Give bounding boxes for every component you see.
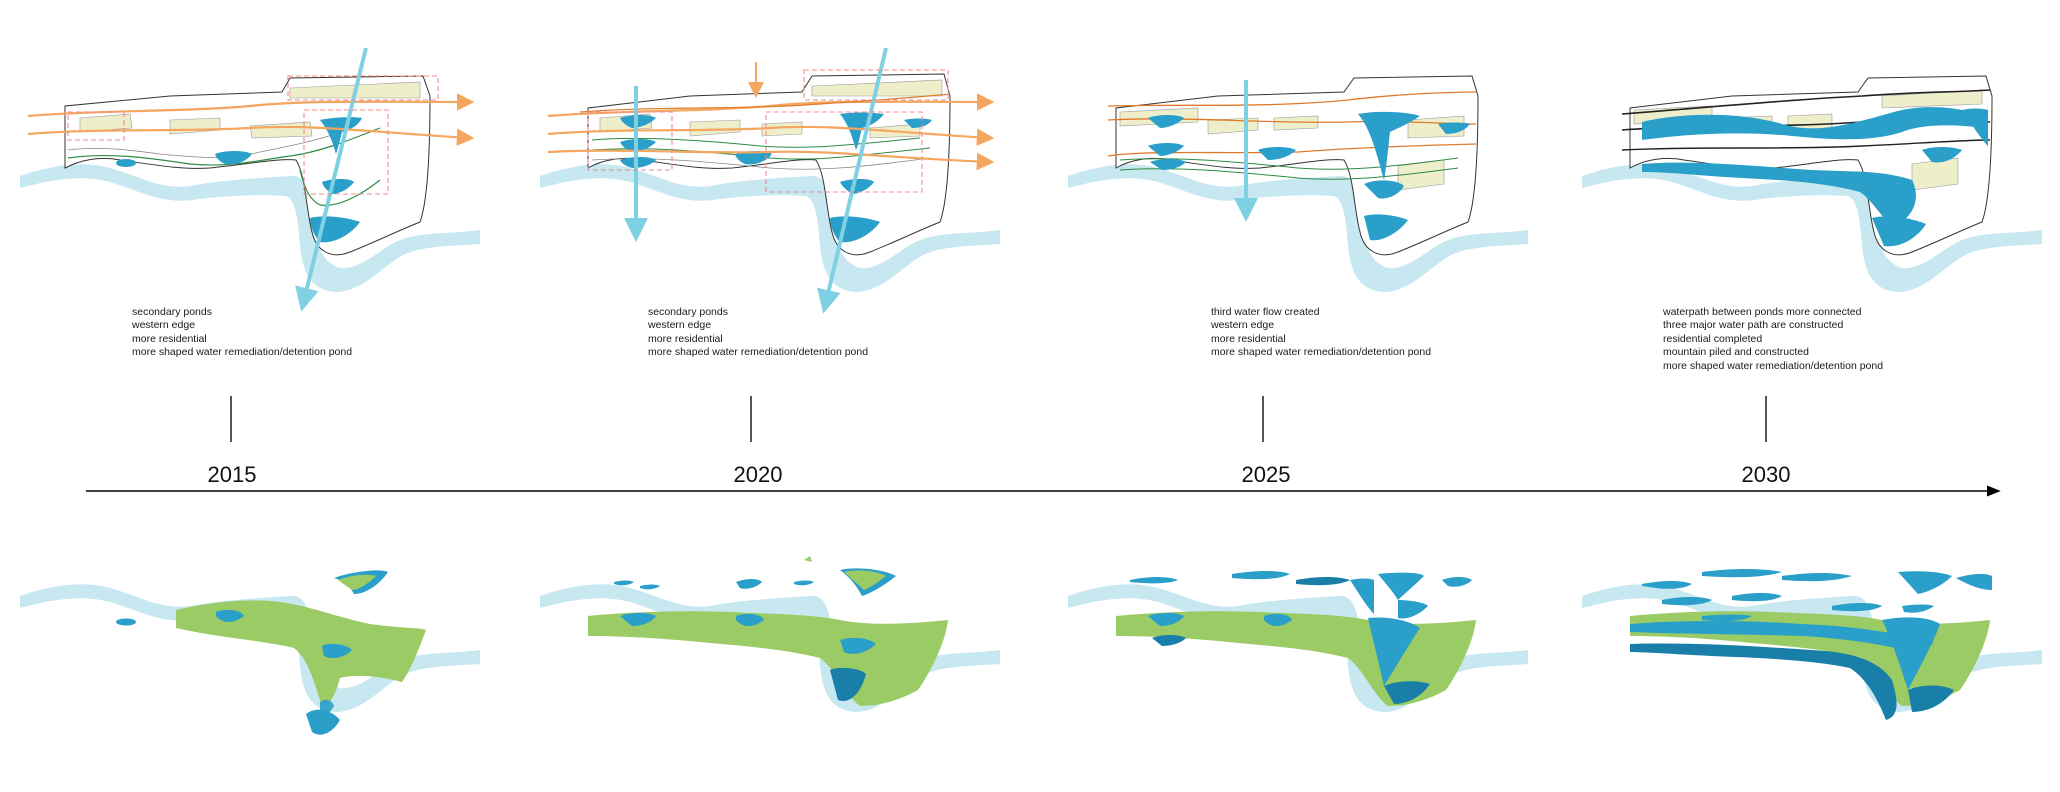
tick-2025 <box>1262 396 1264 442</box>
plan-2030 <box>1582 75 2042 292</box>
notes-2015: secondary ponds western edge more reside… <box>132 306 352 360</box>
note-line: secondary ponds <box>132 306 212 318</box>
notes-2030: waterpath between ponds more connected t… <box>1663 306 1883 373</box>
note-line: more shaped water remediation/detention … <box>1211 346 1432 359</box>
plan-2025 <box>1068 75 1528 292</box>
notes-2020: secondary ponds western edge more reside… <box>648 306 868 360</box>
note-line: residential completed <box>1663 332 1763 345</box>
year-label-2015: 2015 <box>207 462 257 487</box>
year-label-2020: 2020 <box>733 462 783 487</box>
note-line: three major water path are constructed <box>1663 319 1844 332</box>
note-line: third water flow created <box>1211 306 1320 318</box>
notes-2025: third water flow created western edge mo… <box>1211 306 1431 360</box>
note-line: more residential <box>132 332 207 345</box>
note-line: western edge <box>648 319 712 332</box>
note-line: mountain piled and constructed <box>1663 346 1809 359</box>
year-label-2030: 2030 <box>1741 462 1791 487</box>
wetland-2030 <box>1582 569 2042 720</box>
wetland-2025 <box>1068 571 1528 712</box>
wetland-2015 <box>20 570 480 735</box>
note-line: western edge <box>1211 319 1275 332</box>
tick-2030 <box>1765 396 1767 442</box>
wetland-2020 <box>540 556 1000 712</box>
note-line: more shaped water remediation/detention … <box>1663 359 1884 372</box>
note-line: more shaped water remediation/detention … <box>648 346 869 359</box>
note-line: more residential <box>648 332 723 345</box>
note-line: more shaped water remediation/detention … <box>132 346 353 359</box>
note-line: secondary ponds <box>648 306 728 318</box>
tick-2020 <box>750 396 752 442</box>
plan-2015 <box>20 47 480 312</box>
note-line: western edge <box>132 319 196 332</box>
note-line: more residential <box>1211 332 1286 345</box>
plan-2020 <box>540 47 1000 314</box>
year-label-2025: 2025 <box>1241 462 1291 487</box>
tick-2015 <box>230 396 232 442</box>
note-line: waterpath between ponds more connected <box>1663 306 1862 318</box>
